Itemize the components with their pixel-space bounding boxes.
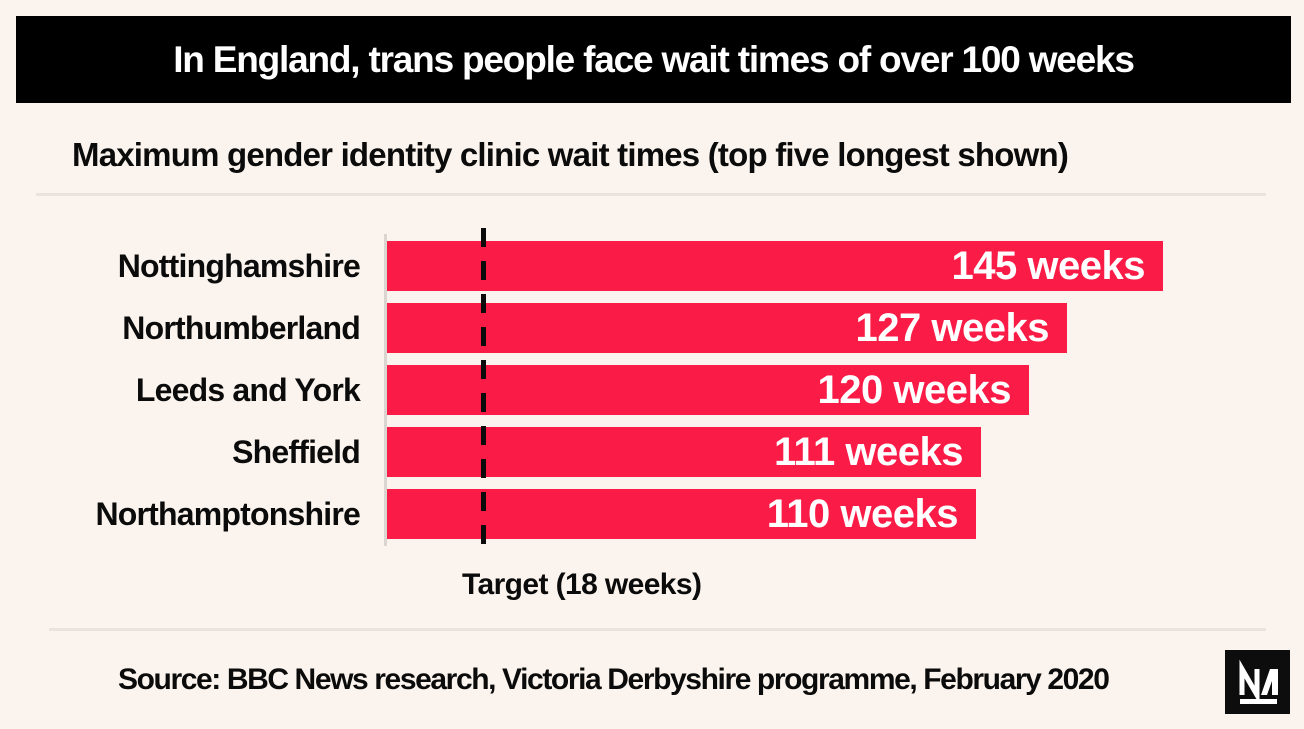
bar-value-label: 110 weeks bbox=[766, 492, 959, 536]
category-label-nottinghamshire: Nottinghamshire bbox=[117, 248, 361, 284]
bar-leeds-and-york: 120 weeks bbox=[387, 365, 1029, 415]
bar-value-label: 127 weeks bbox=[855, 306, 1050, 350]
category-label-northumberland: Northumberland bbox=[122, 310, 361, 346]
bar-value-label: 120 weeks bbox=[817, 368, 1012, 412]
bar-northumberland: 127 weeks bbox=[387, 303, 1067, 353]
y-axis-line bbox=[384, 234, 387, 546]
bar-sheffield: 111 weeks bbox=[387, 427, 981, 477]
target-line-label: Target (18 weeks) bbox=[462, 568, 702, 601]
headline-title: In England, trans people face wait times… bbox=[173, 38, 1135, 80]
bar-northamptonshire: 110 weeks bbox=[387, 489, 976, 539]
category-label-sheffield: Sheffield bbox=[232, 434, 361, 470]
bottom-divider bbox=[49, 628, 1266, 631]
bar-value-label: 145 weeks bbox=[951, 244, 1146, 288]
source-attribution: Source: BBC News research, Victoria Derb… bbox=[118, 663, 1110, 696]
bar-nottinghamshire: 145 weeks bbox=[387, 241, 1163, 291]
novara-media-logo-icon bbox=[1225, 650, 1290, 714]
chart-subtitle: Maximum gender identity clinic wait time… bbox=[72, 136, 1069, 173]
target-reference-line bbox=[481, 228, 486, 556]
top-divider bbox=[36, 193, 1266, 196]
category-label-leeds-and-york: Leeds and York bbox=[135, 372, 361, 408]
bar-value-label: 111 weeks bbox=[773, 430, 964, 474]
headline-banner: In England, trans people face wait times… bbox=[16, 16, 1291, 103]
category-label-northamptonshire: Northamptonshire bbox=[95, 496, 360, 532]
